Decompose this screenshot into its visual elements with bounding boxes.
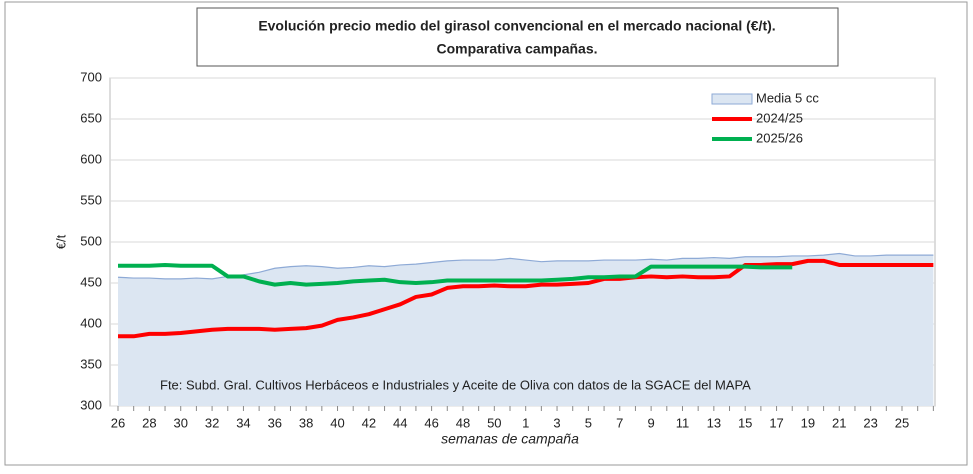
x-tick-label: 38: [299, 415, 313, 430]
x-tick-label: 7: [616, 415, 623, 430]
y-tick-label: 650: [80, 110, 102, 125]
y-tick-label: 500: [80, 233, 102, 248]
chart-title: Comparativa campañas.: [436, 41, 597, 57]
x-tick-label: 40: [330, 415, 344, 430]
series-line: [118, 258, 934, 339]
x-tick-label: 26: [111, 415, 125, 430]
y-tick-label: 600: [80, 151, 102, 166]
legend-label: 2025/26: [756, 130, 803, 145]
x-tick-label: 32: [205, 415, 219, 430]
x-tick-label: 11: [676, 415, 690, 430]
y-tick-label: 550: [80, 192, 102, 207]
x-tick-label: 15: [738, 415, 752, 430]
x-tick-label: 17: [769, 415, 783, 430]
x-tick-label: 36: [268, 415, 282, 430]
series-line: [118, 262, 793, 287]
x-tick-label: 42: [362, 415, 376, 430]
area-fill: [118, 253, 934, 406]
area-edge: [117, 252, 934, 280]
title-box: [196, 7, 839, 67]
x-tick-label: 50: [487, 415, 501, 430]
x-tick-label: 1: [522, 415, 529, 430]
x-tick-label: 25: [895, 415, 909, 430]
x-tick-label: 3: [553, 415, 560, 430]
x-tick-label: 46: [424, 415, 438, 430]
y-tick-label: 700: [80, 69, 102, 84]
x-tick-label: 44: [393, 415, 407, 430]
y-axis-label: €/t: [53, 234, 68, 249]
x-tick-label: 5: [585, 415, 592, 430]
y-tick-label: 300: [80, 397, 102, 412]
x-axis-label: semanas de campaña: [441, 431, 579, 447]
x-tick-label: 23: [863, 415, 877, 430]
x-tick-label: 9: [648, 415, 655, 430]
x-tick-label: 21: [832, 415, 846, 430]
legend-swatch: [711, 93, 753, 105]
y-tick-label: 400: [80, 315, 102, 330]
legend-label: Media 5 cc: [756, 90, 819, 105]
x-tick-label: 48: [456, 415, 470, 430]
x-tick-label: 19: [801, 415, 815, 430]
x-tick-label: 30: [173, 415, 187, 430]
x-tick-label: 28: [142, 415, 156, 430]
x-tick-label: 34: [236, 415, 250, 430]
y-tick-label: 350: [80, 356, 102, 371]
x-tick-label: 13: [707, 415, 721, 430]
y-tick-label: 450: [80, 274, 102, 289]
legend-label: 2024/25: [756, 110, 803, 125]
chart-title: Evolución precio medio del girasol conve…: [258, 18, 775, 34]
source-note: Fte: Subd. Gral. Cultivos Herbáceos e In…: [160, 377, 751, 392]
